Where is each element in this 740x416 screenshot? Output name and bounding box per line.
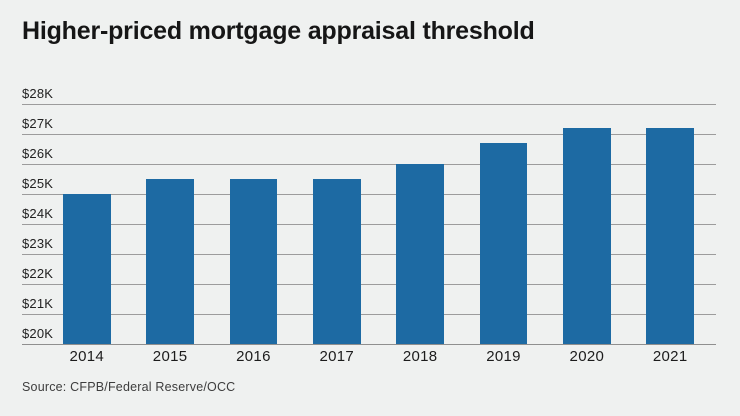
x-axis-tick-label: 2018 <box>402 348 438 365</box>
gridline <box>22 103 716 105</box>
bar-2014 <box>63 194 111 344</box>
gridline <box>22 283 716 285</box>
y-axis-tick-label: $23K <box>22 236 54 251</box>
bar-2017 <box>313 179 361 344</box>
x-axis-tick-label: 2016 <box>236 348 271 365</box>
bar-2015 <box>146 179 194 344</box>
x-axis-tick-label: 2014 <box>69 348 105 365</box>
y-axis-tick-label: $24K <box>22 206 54 221</box>
y-axis-tick-label: $26K <box>22 146 54 161</box>
y-axis-tick-label: $20K <box>22 326 54 341</box>
x-axis-baseline <box>22 343 716 345</box>
bar-2019 <box>479 143 528 344</box>
gridline <box>22 163 716 165</box>
y-axis-tick-label: $27K <box>22 116 54 131</box>
y-axis-tick-label: $28K <box>22 86 54 101</box>
chart-title: Higher-priced mortgage appraisal thresho… <box>22 17 535 45</box>
y-axis-tick-label: $21K <box>22 296 54 311</box>
bar-2018 <box>396 164 444 344</box>
bar-2016 <box>229 179 278 344</box>
source-note: Source: CFPB/Federal Reserve/OCC <box>22 380 236 394</box>
y-axis-tick-label: $25K <box>22 176 54 191</box>
bar-2020 <box>563 128 611 344</box>
gridline <box>22 253 716 255</box>
gridline <box>22 193 716 195</box>
y-axis-tick-label: $22K <box>22 266 54 281</box>
bar-2021 <box>646 128 694 344</box>
gridline <box>22 313 716 315</box>
x-axis-tick-label: 2017 <box>319 348 355 365</box>
x-axis-tick-label: 2021 <box>652 348 688 365</box>
gridline <box>22 133 716 135</box>
gridline <box>22 223 716 225</box>
x-axis-tick-label: 2015 <box>152 348 188 365</box>
x-axis-tick-label: 2019 <box>486 348 521 365</box>
x-axis-tick-label: 2020 <box>569 348 605 365</box>
